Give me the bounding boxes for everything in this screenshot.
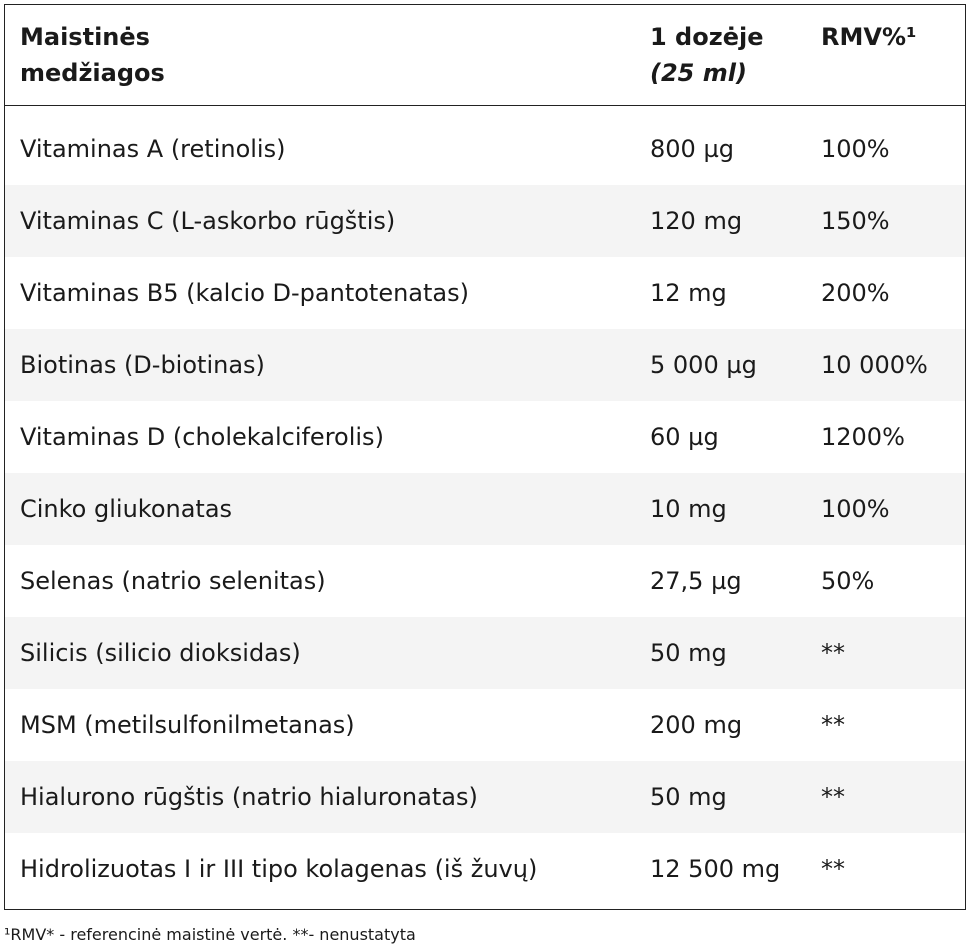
nutrient-name: Hidrolizuotas I ir III tipo kolagenas (i… [20,855,538,883]
nutrient-name: Hialurono rūgštis (natrio hialuronatas) [20,783,478,811]
nutrient-rmv: 1200% [821,423,905,451]
nutrient-rmv: 100% [821,495,890,523]
nutrient-rmv: ** [821,855,845,883]
table-row: Hialurono rūgštis (natrio hialuronatas) … [5,761,965,833]
header-nutrients-line1: Maistinės [20,23,150,51]
nutrient-name: Silicis (silicio dioksidas) [20,639,301,667]
nutrient-amount: 5 000 µg [650,351,757,379]
nutrient-rmv: 200% [821,279,890,307]
nutrient-amount: 10 mg [650,495,727,523]
nutrient-amount: 50 mg [650,783,727,811]
nutrient-amount: 800 µg [650,135,734,163]
nutrient-amount: 12 500 mg [650,855,781,883]
nutrient-rmv: ** [821,783,845,811]
nutrient-name: Biotinas (D-biotinas) [20,351,265,379]
nutrient-name: Cinko gliukonatas [20,495,233,523]
nutrient-name: Vitaminas C (L-askorbo rūgštis) [20,207,396,235]
header-nutrients-line2: medžiagos [20,59,165,87]
table-row: Vitaminas A (retinolis) 800 µg 100% [5,113,965,185]
nutrient-name: MSM (metilsulfonilmetanas) [20,711,355,739]
table-row: Cinko gliukonatas 10 mg 100% [5,473,965,545]
table-row: Selenas (natrio selenitas) 27,5 µg 50% [5,545,965,617]
header-per-dose-line1: 1 dozėje [650,23,764,51]
nutrient-amount: 27,5 µg [650,567,742,595]
header-per-dose: 1 dozėje (25 ml) [650,19,763,91]
footnote: ¹RMV* - referencinė maistinė vertė. **- … [4,925,416,944]
table-header: Maistinės medžiagos 1 dozėje (25 ml) RMV… [5,5,965,106]
header-nutrients: Maistinės medžiagos [20,19,165,91]
nutrient-amount: 50 mg [650,639,727,667]
nutrient-name: Vitaminas B5 (kalcio D-pantotenatas) [20,279,469,307]
table-row: Vitaminas D (cholekalciferolis) 60 µg 12… [5,401,965,473]
table-row: Silicis (silicio dioksidas) 50 mg ** [5,617,965,689]
nutrient-amount: 120 mg [650,207,743,235]
nutrient-amount: 12 mg [650,279,727,307]
nutrient-name: Selenas (natrio selenitas) [20,567,326,595]
table-row: Vitaminas C (L-askorbo rūgštis) 120 mg 1… [5,185,965,257]
header-per-dose-line2: (25 ml) [650,59,747,87]
table-row: Biotinas (D-biotinas) 5 000 µg 10 000% [5,329,965,401]
table-row: Hidrolizuotas I ir III tipo kolagenas (i… [5,833,965,905]
header-rmv: RMV%¹ [821,23,917,51]
nutrient-rmv: 150% [821,207,890,235]
nutrient-rmv: ** [821,639,845,667]
nutrient-rmv: 100% [821,135,890,163]
nutrition-table: Maistinės medžiagos 1 dozėje (25 ml) RMV… [4,4,966,910]
nutrient-rmv: 10 000% [821,351,928,379]
nutrient-rmv: ** [821,711,845,739]
nutrient-rmv: 50% [821,567,875,595]
nutrient-name: Vitaminas A (retinolis) [20,135,286,163]
nutrient-amount: 60 µg [650,423,719,451]
table-row: Vitaminas B5 (kalcio D-pantotenatas) 12 … [5,257,965,329]
nutrient-name: Vitaminas D (cholekalciferolis) [20,423,384,451]
table-row: MSM (metilsulfonilmetanas) 200 mg ** [5,689,965,761]
nutrient-amount: 200 mg [650,711,743,739]
